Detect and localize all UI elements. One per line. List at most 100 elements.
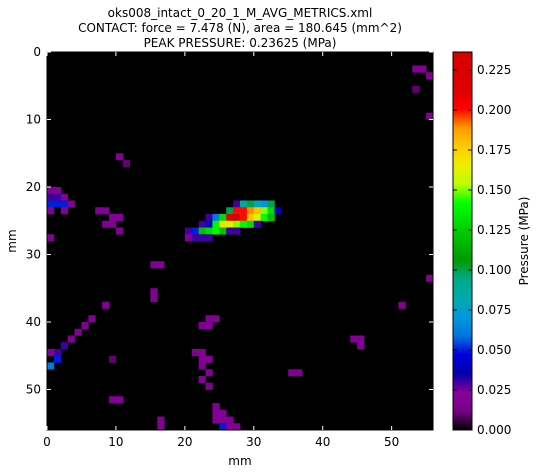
heatmap-cell (157, 261, 165, 269)
heatmap-cell (219, 214, 227, 222)
x-tick-label: 40 (315, 435, 330, 449)
heatmap-cell (267, 200, 275, 208)
heatmap-cell (240, 207, 248, 215)
heatmap-cell (240, 220, 248, 228)
heatmap-cell (198, 376, 206, 384)
colorbar-tick-label: 0.200 (477, 103, 511, 117)
colorbar-tick-label: 0.100 (477, 263, 511, 277)
heatmap-cell (226, 416, 234, 424)
colorbar-tick-label: 0.050 (477, 343, 511, 357)
heatmap-cell (426, 274, 434, 282)
heatmap-cell (47, 187, 55, 195)
heatmap-cell (109, 214, 117, 222)
colorbar-tick-label: 0.025 (477, 383, 511, 397)
heatmap-cell (357, 335, 365, 343)
heatmap-cell (219, 423, 227, 431)
heatmap-cell (233, 220, 241, 228)
heatmap-cell (191, 349, 199, 357)
heatmap-cell (150, 261, 158, 269)
heatmap-cell (47, 349, 55, 357)
heatmap-cell (53, 349, 62, 357)
heatmap-cell (398, 301, 406, 309)
heatmap-cell (226, 423, 234, 431)
y-tick-label: 10 (26, 113, 41, 127)
heatmap-cell (53, 200, 62, 208)
heatmap-cell (260, 200, 268, 208)
chart-subtitle: CONTACT: force = 7.478 (N), area = 180.6… (78, 21, 402, 35)
heatmap-cell (274, 207, 282, 215)
heatmap-cell (233, 200, 241, 208)
heatmap-cell (47, 234, 55, 242)
colorbar-tick-label: 0.225 (477, 63, 511, 77)
heatmap-cell (219, 220, 227, 228)
heatmap-cell (205, 382, 213, 390)
heatmap-cell (219, 416, 227, 424)
heatmap-cell (109, 355, 117, 363)
heatmap-cell (47, 200, 55, 208)
heatmap-cell (253, 207, 261, 215)
heatmap-cell (426, 72, 434, 80)
heatmap-cell (350, 335, 358, 343)
heatmap-cell (198, 234, 206, 242)
heatmap-cell (47, 207, 55, 215)
heatmap-cell (246, 214, 255, 222)
heatmap-cell (205, 220, 213, 228)
heatmap-cell (219, 409, 227, 417)
heatmap-cell (205, 234, 213, 242)
heatmap-cell (102, 301, 110, 309)
heatmap-cell (109, 220, 117, 228)
heatmap-cell (253, 214, 261, 222)
heatmap-cell (205, 227, 213, 235)
heatmap-cell (246, 220, 255, 228)
heatmap-cell (88, 315, 96, 323)
heatmap-cell (198, 227, 206, 235)
y-tick-label: 30 (26, 248, 41, 262)
heatmap-cell (157, 416, 165, 424)
colorbar-tick-label: 0.075 (477, 303, 511, 317)
heatmap-cell (212, 403, 220, 411)
heatmap-cell (233, 227, 241, 235)
heatmap-cell (115, 153, 124, 161)
plot-background (47, 52, 433, 430)
heatmap-cell (419, 65, 427, 73)
heatmap-cell (253, 200, 261, 208)
y-tick-label: 20 (26, 180, 41, 194)
heatmap-cell (47, 362, 55, 370)
heatmap-cell (67, 335, 75, 343)
heatmap-cell (212, 315, 220, 323)
heatmap-cell (150, 295, 158, 303)
heatmap-cell (226, 227, 234, 235)
heatmap-cell (150, 288, 158, 296)
heatmap-cell (212, 220, 220, 228)
heatmap-cell (260, 214, 268, 222)
heatmap-cell (184, 234, 193, 242)
colorbar-label: Pressure (MPa) (517, 197, 531, 286)
heatmap-cell (233, 214, 241, 222)
heatmap-cell (109, 396, 117, 404)
heatmap-cell (198, 349, 206, 357)
heatmap-cell (246, 207, 255, 215)
heatmap-cell (191, 234, 199, 242)
heatmap-cell (47, 193, 55, 201)
heatmap-cell (198, 322, 206, 330)
heatmap-cell (295, 369, 303, 377)
y-tick-label: 40 (26, 315, 41, 329)
heatmap-cell (267, 207, 275, 215)
heatmap-cell (198, 220, 206, 228)
heatmap-cell (205, 369, 213, 377)
colorbar-tick-label: 0.150 (477, 183, 511, 197)
plot-frame (46, 51, 434, 431)
heatmap-cell (115, 396, 124, 404)
x-tick-label: 20 (177, 435, 192, 449)
heatmap-cell (53, 355, 62, 363)
heatmap-cell (198, 355, 206, 363)
colorbar (452, 51, 473, 431)
heatmap-cell (60, 342, 68, 350)
y-tick-label: 0 (33, 45, 41, 59)
x-tick-label: 50 (384, 435, 399, 449)
colorbar-tick-label: 0.175 (477, 143, 511, 157)
heatmap-cell (102, 207, 110, 215)
heatmap-cell (233, 207, 241, 215)
heatmap-cell (205, 315, 213, 323)
